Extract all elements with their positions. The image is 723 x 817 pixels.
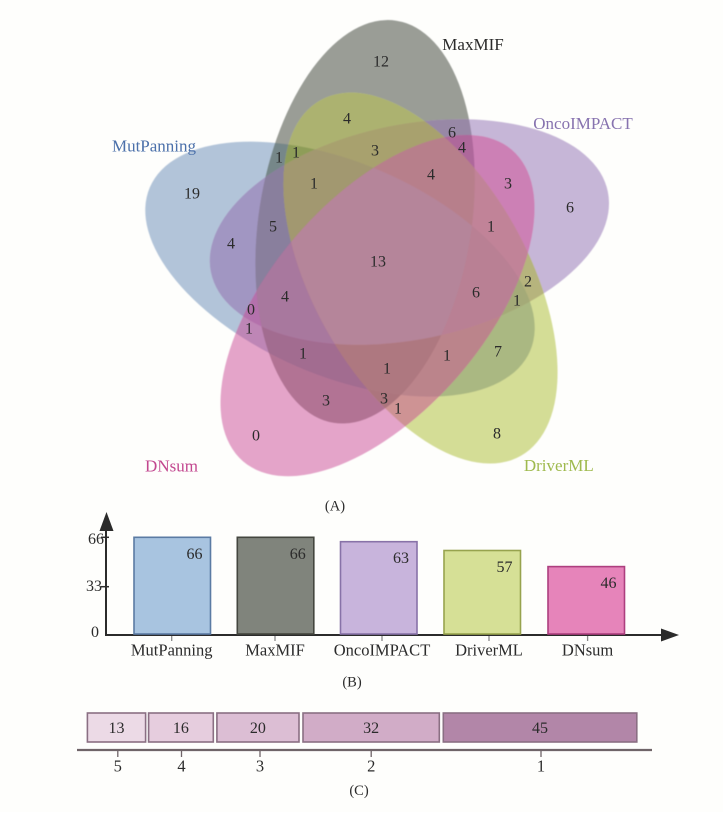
svg-text:1: 1 — [443, 348, 451, 365]
svg-text:1: 1 — [299, 346, 307, 363]
svg-text:45: 45 — [532, 720, 548, 737]
svg-text:57: 57 — [497, 559, 513, 576]
svg-text:0: 0 — [91, 624, 99, 641]
svg-text:0: 0 — [247, 302, 255, 319]
svg-text:3: 3 — [504, 176, 512, 193]
svg-text:13: 13 — [109, 720, 125, 737]
svg-text:(A): (A) — [325, 499, 345, 515]
svg-text:DNsum: DNsum — [145, 456, 198, 475]
svg-text:12: 12 — [373, 54, 389, 71]
svg-text:MaxMIF: MaxMIF — [442, 35, 503, 54]
svg-text:19: 19 — [184, 186, 200, 203]
svg-text:4: 4 — [177, 757, 185, 776]
svg-text:66: 66 — [187, 546, 203, 563]
svg-text:33: 33 — [86, 578, 102, 595]
svg-text:MaxMIF: MaxMIF — [245, 641, 305, 660]
svg-text:4: 4 — [281, 289, 289, 306]
svg-text:66: 66 — [88, 531, 104, 548]
svg-text:16: 16 — [173, 720, 189, 737]
svg-text:1: 1 — [537, 757, 545, 776]
svg-text:(B): (B) — [342, 675, 362, 691]
svg-text:1: 1 — [245, 321, 253, 338]
svg-text:3: 3 — [380, 391, 388, 408]
svg-text:DriverML: DriverML — [455, 641, 523, 660]
svg-text:1: 1 — [487, 219, 495, 236]
svg-text:OncoIMPACT: OncoIMPACT — [533, 114, 633, 133]
svg-text:2: 2 — [367, 757, 375, 776]
svg-text:1: 1 — [394, 401, 402, 418]
svg-text:0: 0 — [252, 428, 260, 445]
svg-text:4: 4 — [343, 111, 351, 128]
svg-text:MutPanning: MutPanning — [112, 136, 197, 155]
svg-text:OncoIMPACT: OncoIMPACT — [334, 641, 431, 660]
svg-text:5: 5 — [269, 219, 277, 236]
svg-text:3: 3 — [371, 143, 379, 160]
svg-text:63: 63 — [393, 550, 409, 567]
svg-text:5: 5 — [114, 757, 122, 776]
svg-text:13: 13 — [370, 254, 386, 271]
svg-text:6: 6 — [448, 125, 456, 142]
svg-text:66: 66 — [290, 546, 306, 563]
svg-text:DNsum: DNsum — [562, 641, 614, 660]
svg-text:2: 2 — [524, 274, 532, 291]
svg-text:4: 4 — [427, 167, 435, 184]
svg-text:6: 6 — [472, 285, 480, 302]
svg-text:DriverML: DriverML — [524, 456, 594, 475]
svg-text:3: 3 — [256, 757, 264, 776]
svg-text:1: 1 — [310, 176, 318, 193]
svg-text:46: 46 — [601, 575, 617, 592]
svg-text:3: 3 — [322, 393, 330, 410]
svg-text:1: 1 — [383, 361, 391, 378]
svg-text:(C): (C) — [349, 783, 369, 799]
svg-text:7: 7 — [494, 344, 502, 361]
svg-text:32: 32 — [363, 720, 379, 737]
svg-text:6: 6 — [566, 200, 574, 217]
svg-text:1: 1 — [275, 150, 283, 167]
svg-text:20: 20 — [250, 720, 266, 737]
svg-text:1: 1 — [292, 145, 300, 162]
svg-text:MutPanning: MutPanning — [131, 641, 213, 660]
svg-text:8: 8 — [493, 426, 501, 443]
svg-text:4: 4 — [227, 236, 235, 253]
svg-text:4: 4 — [458, 140, 466, 157]
svg-text:1: 1 — [513, 293, 521, 310]
